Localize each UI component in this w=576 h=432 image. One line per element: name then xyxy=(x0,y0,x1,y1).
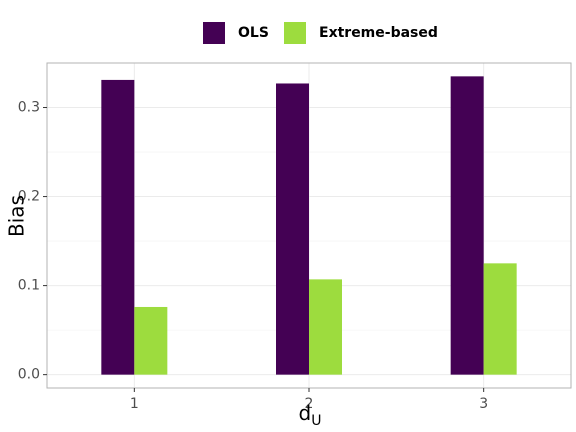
plot-panel xyxy=(46,62,572,389)
y-tick-label: 0.0 xyxy=(18,367,40,383)
x-axis-title-main: d xyxy=(299,401,312,425)
y-tick-label: 0.2 xyxy=(18,189,40,205)
x-axis-title-subscript: U xyxy=(311,413,321,429)
bar-extreme-based-1 xyxy=(134,306,168,375)
bar-ols-1 xyxy=(101,79,135,375)
bar-ols-2 xyxy=(276,83,309,375)
bar-extreme-based-3 xyxy=(483,263,517,375)
x-tick-label: 2 xyxy=(305,396,314,412)
legend-swatch-extreme-based xyxy=(284,22,306,44)
x-tick-label: 1 xyxy=(130,396,139,412)
y-axis: 0.0 0.1 0.2 0.3 xyxy=(18,100,47,383)
y-tick-label: 0.1 xyxy=(18,278,40,294)
legend: OLS Extreme-based xyxy=(203,22,438,44)
x-tick-label: 3 xyxy=(479,396,488,412)
x-axis-title: dU xyxy=(299,401,322,429)
legend-swatch-ols xyxy=(203,22,225,44)
x-axis: 1 2 3 xyxy=(130,388,488,412)
legend-label-extreme-based: Extreme-based xyxy=(319,25,438,41)
y-axis-title: Bias xyxy=(5,195,29,237)
bar-ols-3 xyxy=(450,76,484,375)
bar-extreme-based-2 xyxy=(309,279,342,375)
y-tick-label: 0.3 xyxy=(18,100,40,116)
legend-label-ols: OLS xyxy=(238,25,269,41)
